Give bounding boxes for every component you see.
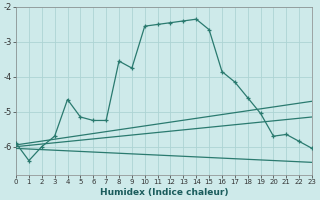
X-axis label: Humidex (Indice chaleur): Humidex (Indice chaleur) <box>100 188 228 197</box>
